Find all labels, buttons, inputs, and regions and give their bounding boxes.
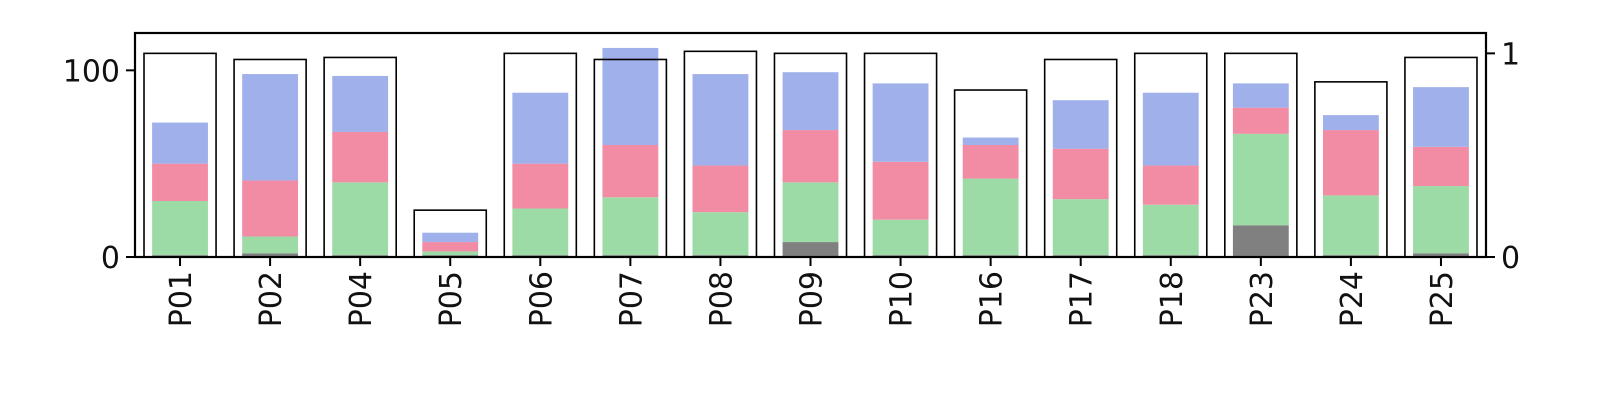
x-tick-label-p09: P09 bbox=[795, 271, 830, 327]
bar-segment-p23-3 bbox=[1232, 83, 1289, 108]
bar-segment-p02-1 bbox=[242, 236, 299, 254]
bar-segment-p07-1 bbox=[602, 197, 659, 256]
bar-segment-p25-3 bbox=[1413, 87, 1469, 147]
bar-segment-p10-2 bbox=[872, 161, 929, 220]
x-tick-label-p08: P08 bbox=[704, 271, 739, 327]
bar-segment-p04-3 bbox=[332, 75, 389, 132]
bar-segment-p23-0 bbox=[1232, 225, 1289, 257]
y2-tick-label-0: 0 bbox=[1501, 241, 1520, 276]
bar-segment-p09-3 bbox=[782, 72, 839, 131]
bar-segment-p25-0 bbox=[1413, 253, 1469, 257]
left-y-axis: 0 100 bbox=[63, 54, 135, 276]
bar-segment-p10-3 bbox=[872, 83, 929, 162]
x-tick-label-p10: P10 bbox=[885, 271, 920, 327]
bar-segment-p23-1 bbox=[1232, 133, 1289, 226]
bar-segment-p17-2 bbox=[1052, 148, 1109, 200]
bar-segment-p16-1 bbox=[962, 178, 1019, 256]
bar-segment-p16-2 bbox=[962, 145, 1019, 179]
x-tick-label-p04: P04 bbox=[344, 271, 379, 327]
bar-segment-p18-1 bbox=[1142, 204, 1199, 256]
bar-segment-p09-1 bbox=[782, 182, 839, 243]
x-tick-label-p01: P01 bbox=[164, 271, 199, 327]
bar-segment-p08-2 bbox=[692, 165, 749, 213]
bar-segment-p06-2 bbox=[512, 163, 569, 209]
bar-segment-p09-0 bbox=[782, 242, 839, 257]
y-tick-label-100: 100 bbox=[63, 54, 120, 89]
bar-segment-p01-2 bbox=[152, 163, 208, 201]
x-tick-label-p23: P23 bbox=[1245, 271, 1280, 327]
bar-segment-p01-3 bbox=[152, 122, 208, 164]
bar-segment-p08-1 bbox=[692, 212, 749, 256]
bar-segment-p10-1 bbox=[872, 219, 929, 256]
bar-layer bbox=[152, 47, 1469, 257]
x-tick-label-p06: P06 bbox=[524, 271, 559, 327]
x-tick-label-p05: P05 bbox=[434, 271, 469, 327]
bar-segment-p05-2 bbox=[422, 242, 479, 252]
bar-segment-p07-2 bbox=[602, 145, 659, 198]
bar-segment-p24-2 bbox=[1322, 130, 1379, 196]
bar-segment-p08-3 bbox=[692, 74, 749, 166]
x-tick-label-p18: P18 bbox=[1155, 271, 1190, 327]
bar-segment-p25-1 bbox=[1413, 186, 1469, 254]
bar-segment-p06-3 bbox=[512, 92, 569, 164]
bar-segment-p09-2 bbox=[782, 130, 839, 183]
right-y-axis: 01 bbox=[1486, 37, 1520, 276]
bar-segment-p23-2 bbox=[1232, 107, 1289, 134]
x-tick-label-p25: P25 bbox=[1425, 271, 1460, 327]
bar-segment-p02-3 bbox=[242, 74, 299, 181]
bar-segment-p05-3 bbox=[422, 232, 479, 243]
x-tick-label-p17: P17 bbox=[1065, 271, 1100, 327]
bar-segment-p06-1 bbox=[512, 208, 569, 256]
bar-segment-p18-3 bbox=[1142, 92, 1199, 166]
y-tick-label-0: 0 bbox=[101, 241, 120, 276]
bar-segment-p05-1 bbox=[422, 251, 479, 256]
bar-segment-p24-3 bbox=[1322, 115, 1379, 131]
y2-tick-label-1: 1 bbox=[1501, 37, 1520, 72]
bar-segment-p01-1 bbox=[152, 201, 208, 256]
bar-segment-p25-2 bbox=[1413, 146, 1469, 187]
bar-segment-p18-2 bbox=[1142, 165, 1199, 205]
bar-segment-p07-3 bbox=[602, 47, 659, 145]
bar-segment-p02-0 bbox=[242, 253, 299, 257]
x-axis: P01 P02 P04 P05 P06 P07 P08 P09 P10 P16 P17 P18 P23 P… bbox=[164, 257, 1460, 327]
x-tick-label-p24: P24 bbox=[1335, 271, 1370, 327]
bar-segment-p17-1 bbox=[1052, 199, 1109, 256]
bar-segment-p24-1 bbox=[1322, 195, 1379, 256]
bar-segment-p16-3 bbox=[962, 137, 1019, 145]
bar-segment-p04-2 bbox=[332, 131, 389, 183]
bar-segment-p17-3 bbox=[1052, 100, 1109, 149]
bar-segment-p02-2 bbox=[242, 180, 299, 237]
x-tick-label-p07: P07 bbox=[614, 271, 649, 327]
x-tick-label-p02: P02 bbox=[254, 271, 289, 327]
x-tick-label-p16: P16 bbox=[975, 271, 1010, 327]
bar-segment-p04-1 bbox=[332, 182, 389, 256]
